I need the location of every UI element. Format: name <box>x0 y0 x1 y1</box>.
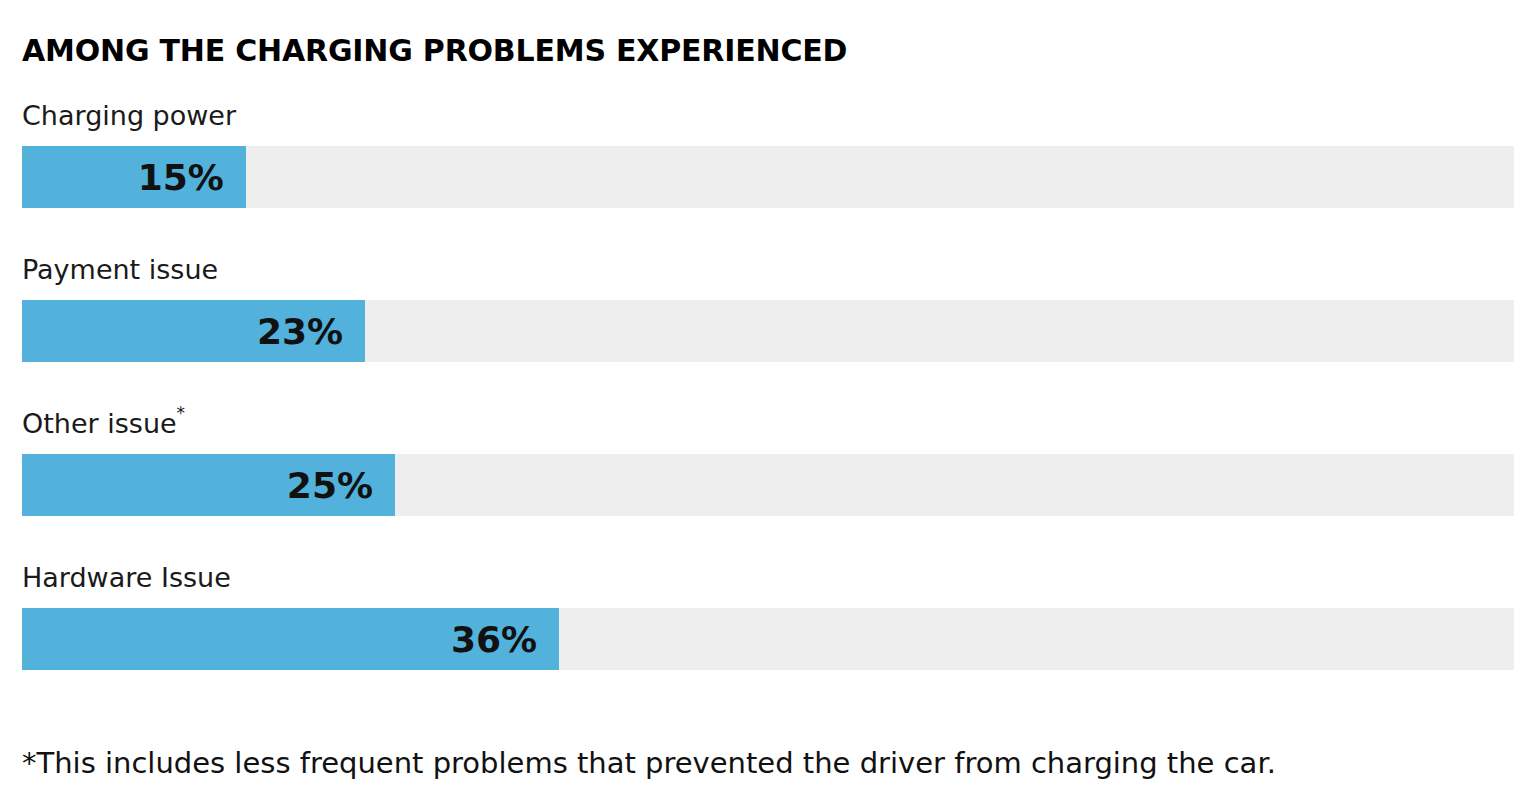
bar-fill: 36% <box>22 608 559 670</box>
bar-fill: 25% <box>22 454 395 516</box>
bar-fill: 15% <box>22 146 246 208</box>
category-label-text: Payment issue <box>22 254 218 285</box>
category-label: Payment issue <box>22 252 1514 288</box>
value-label: 25% <box>287 465 373 506</box>
bar-fill: 23% <box>22 300 365 362</box>
footnote-marker: * <box>177 403 186 423</box>
bar-track: 36% <box>22 608 1514 670</box>
bar-row-hardware-issue: Hardware Issue 36% <box>22 560 1514 670</box>
category-label: Hardware Issue <box>22 560 1514 596</box>
bar-row-charging-power: Charging power 15% <box>22 98 1514 208</box>
category-label: Other issue* <box>22 406 1514 442</box>
bar-track: 23% <box>22 300 1514 362</box>
category-label: Charging power <box>22 98 1514 134</box>
value-label: 15% <box>138 157 224 198</box>
value-label: 36% <box>451 619 537 660</box>
bar-row-payment-issue: Payment issue 23% <box>22 252 1514 362</box>
category-label-text: Other issue <box>22 408 177 439</box>
category-label-text: Charging power <box>22 100 236 131</box>
value-label: 23% <box>257 311 343 352</box>
bar-track: 25% <box>22 454 1514 516</box>
bar-row-other-issue: Other issue* 25% <box>22 406 1514 516</box>
charging-problems-chart: AMONG THE CHARGING PROBLEMS EXPERIENCED … <box>0 0 1536 782</box>
chart-title: AMONG THE CHARGING PROBLEMS EXPERIENCED <box>22 0 1514 70</box>
category-label-text: Hardware Issue <box>22 562 231 593</box>
chart-footnote: *This includes less frequent problems th… <box>22 744 1514 782</box>
bar-track: 15% <box>22 146 1514 208</box>
